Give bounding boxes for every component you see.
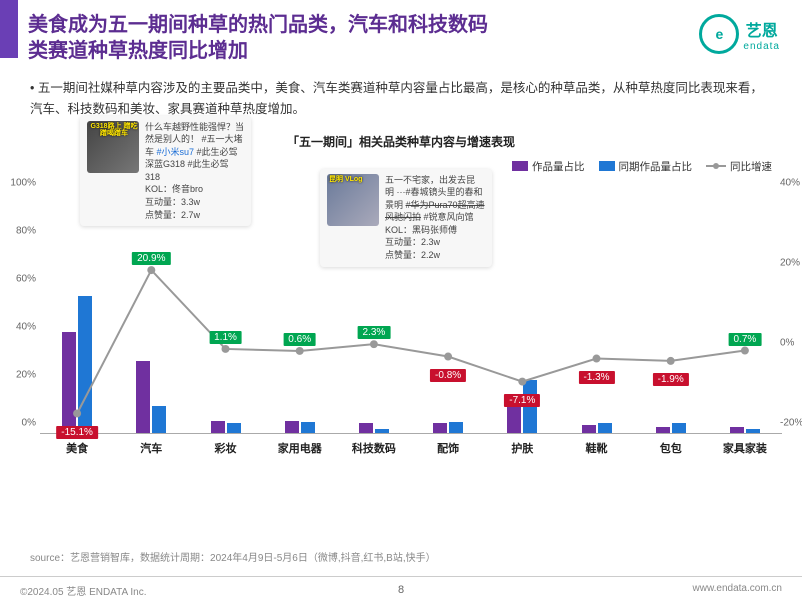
y-right-tick: -20% (780, 417, 802, 428)
callout-card: G318路上 蹭吃蹭喝蹭车什么车越野性能强悍？当然是别人的！ #五一大堵车 #小… (80, 116, 251, 227)
callout-thumbnail: 昆明 VLog (327, 174, 379, 226)
bar-blue (672, 423, 686, 433)
x-label: 美食 (40, 440, 114, 456)
bar-group (559, 194, 633, 433)
logo: e 艺恩 endata (699, 14, 780, 54)
y-left-tick: 0% (0, 417, 40, 428)
bar-blue (598, 423, 612, 433)
y-left-tick: 40% (0, 321, 40, 332)
x-label: 包包 (634, 440, 708, 456)
growth-label: 2.3% (357, 326, 390, 339)
bar-group (708, 194, 782, 433)
callout-overlay-text: G318路上 蹭吃蹭喝蹭车 (89, 123, 139, 138)
growth-label: 0.7% (728, 333, 761, 346)
x-label: 彩妆 (188, 440, 262, 456)
bar-group (114, 194, 188, 433)
bar-group (40, 194, 114, 433)
bar-blue (449, 422, 463, 433)
bar-purple (136, 361, 150, 433)
bar-purple (62, 332, 76, 432)
legend-swatch-blue (599, 161, 615, 171)
y-left-tick: 60% (0, 273, 40, 284)
callout-text: 五一不宅家，出发去昆明 ···#春城镜头里的春和景明 #华为Pura70超高速风… (385, 174, 485, 262)
copyright: ©2024.05 艺恩 ENDATA Inc. (20, 583, 147, 598)
growth-label: -1.3% (578, 371, 614, 384)
y-left-tick: 20% (0, 369, 40, 380)
logo-icon: e (699, 14, 739, 54)
bar-purple (656, 427, 670, 433)
callout-overlay-text: 昆明 VLog (329, 176, 362, 184)
bar-purple (211, 421, 225, 433)
legend-label-line: 同比增速 (730, 159, 772, 174)
bar-blue (152, 406, 166, 432)
legend-blue: 同期作品量占比 (599, 159, 693, 174)
logo-text-en: endata (743, 41, 780, 52)
page-number: 8 (398, 584, 404, 596)
title-line2: 类赛道种草热度同比增加 (28, 40, 248, 62)
title-line1: 美食成为五一期间种草的热门品类，汽车和科技数码 (28, 14, 488, 36)
legend-line-icon (706, 165, 726, 167)
x-label: 鞋靴 (559, 440, 633, 456)
bar-blue (301, 422, 315, 433)
x-label: 家具家装 (708, 440, 782, 456)
bar-purple (285, 421, 299, 433)
logo-text-cn: 艺恩 (743, 17, 780, 41)
y-right-tick: 0% (780, 337, 802, 348)
y-right-tick: 20% (780, 257, 802, 268)
y-axis-left: 0%20%40%60%80%100% (0, 194, 40, 434)
bar-blue (375, 429, 389, 433)
legend-purple: 作品量占比 (512, 159, 585, 174)
bar-group (188, 194, 262, 433)
growth-label: 1.1% (209, 331, 242, 344)
bar-purple (730, 427, 744, 433)
bar-purple (582, 425, 596, 432)
y-left-tick: 80% (0, 225, 40, 236)
growth-label: -15.1% (56, 426, 98, 439)
y-axis-right: -20%0%20%40% (780, 194, 802, 434)
header: 美食成为五一期间种草的热门品类，汽车和科技数码 类赛道种草热度同比增加 e 艺恩… (0, 0, 802, 72)
callout-text: 什么车越野性能强悍？当然是别人的！ #五一大堵车 #小米su7 #此生必驾深蓝G… (145, 121, 244, 222)
x-label: 汽车 (114, 440, 188, 456)
growth-label: -1.9% (653, 373, 689, 386)
footer-url: www.endata.com.cn (693, 583, 783, 598)
x-axis: 美食汽车彩妆家用电器科技数码配饰护肤鞋靴包包家具家装 (40, 440, 782, 456)
bar-blue (746, 429, 760, 433)
y-left-tick: 100% (0, 177, 40, 188)
legend-label-blue: 同期作品量占比 (619, 159, 693, 174)
legend-label-purple: 作品量占比 (532, 159, 585, 174)
growth-label: -0.8% (430, 369, 466, 382)
legend-line: 同比增速 (706, 159, 772, 174)
x-label: 配饰 (411, 440, 485, 456)
page-title: 美食成为五一期间种草的热门品类，汽车和科技数码 类赛道种草热度同比增加 (28, 12, 578, 64)
bar-group (634, 194, 708, 433)
x-label: 科技数码 (337, 440, 411, 456)
bar-blue (227, 423, 241, 433)
chart: 作品量占比 同期作品量占比 同比增速 0%20%40%60%80%100% -2… (40, 154, 782, 464)
callout-thumbnail: G318路上 蹭吃蹭喝蹭车 (87, 121, 139, 173)
source-text: source：艺恩营销智库，数据统计周期：2024年4月9日-5月6日（微博,抖… (30, 549, 436, 564)
x-label: 护肤 (485, 440, 559, 456)
growth-label: 0.6% (283, 333, 316, 346)
legend-swatch-purple (512, 161, 528, 171)
y-right-tick: 40% (780, 177, 802, 188)
bar-purple (359, 423, 373, 433)
bar-purple (433, 423, 447, 433)
callout-card: 昆明 VLog 五一不宅家，出发去昆明 ···#春城镜头里的春和景明 #华为Pur… (320, 169, 492, 267)
x-label: 家用电器 (263, 440, 337, 456)
legend: 作品量占比 同期作品量占比 同比增速 (512, 159, 772, 174)
growth-label: 20.9% (132, 252, 170, 265)
growth-label: -7.1% (504, 394, 540, 407)
bar-blue (78, 296, 92, 432)
